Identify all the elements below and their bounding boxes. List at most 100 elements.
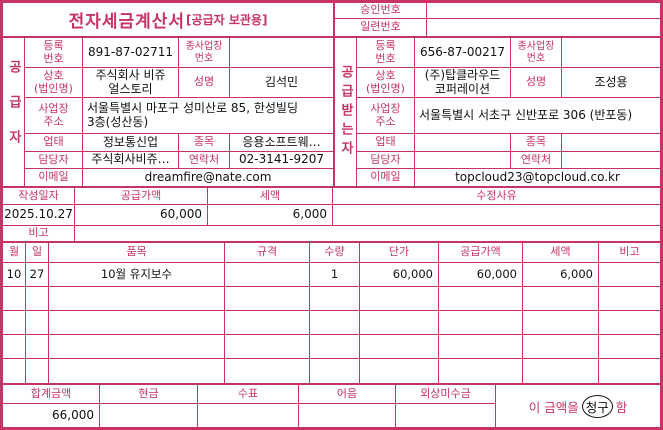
item-row-cell <box>439 311 523 335</box>
item-row-cell <box>439 335 523 359</box>
tax-amount-label: 세액 <box>208 188 333 205</box>
recipient-address-label: 사업장 주소 <box>357 98 415 134</box>
item-row-cell <box>360 335 439 359</box>
recipient-contact-label: 담당자 <box>357 152 415 169</box>
recipient-email-label: 이메일 <box>357 169 415 186</box>
supplier-side-label: 공급자 <box>6 59 21 165</box>
title-sub: [공급자 보관용] <box>186 13 268 27</box>
serial-number-value <box>427 19 660 36</box>
cash-label: 현금 <box>100 385 198 404</box>
parties-section: 공급자 등록 번호 891-87-02711 종사업장 번호 상호 (법인명) … <box>3 38 660 188</box>
item-row-cell <box>225 263 310 287</box>
item-row-cell <box>439 287 523 311</box>
supplier-ceo-value: 김석민 <box>230 68 333 98</box>
item-row-cell <box>599 335 660 359</box>
tax-amount-value: 6,000 <box>208 205 333 226</box>
recipient-subbiz-value <box>562 38 660 68</box>
item-row-cell <box>225 359 310 383</box>
col-header-qty: 수량 <box>310 243 360 263</box>
item-row-cell <box>599 311 660 335</box>
item-row-cell <box>310 311 360 335</box>
issue-date-label: 작성일자 <box>3 188 75 205</box>
recipient-biztype-value <box>415 134 511 152</box>
cash-value <box>100 404 198 427</box>
item-row-cell <box>523 359 599 383</box>
item-row-cell <box>310 287 360 311</box>
recipient-contact-value <box>415 152 511 169</box>
recipient-side-label-cell: 공급받는자 <box>335 38 357 186</box>
recipient-name-label: 상호 (법인명) <box>357 68 415 98</box>
summary-section: 작성일자 공급가액 세액 수정사유 2025.10.27 60,000 6,00… <box>3 188 660 243</box>
supplier-contact-label: 담당자 <box>25 152 83 169</box>
item-row-cell <box>26 287 49 311</box>
approval-number-value <box>427 3 660 19</box>
total-amount-value: 66,000 <box>3 404 100 427</box>
supplier-email-value: dreamfire@nate.com <box>144 169 272 184</box>
recipient-name-value: (주)탑클라우드 코퍼레이션 <box>415 68 511 98</box>
item-row-cell <box>225 311 310 335</box>
billing-statement-suffix: 함 <box>615 399 628 415</box>
item-row-cell: 27 <box>26 263 49 287</box>
supplier-phone-value: 02-3141-9207 <box>230 152 333 169</box>
remarks-label: 비고 <box>3 226 75 241</box>
supplier-email-label: 이메일 <box>25 169 83 186</box>
supply-amount-value: 60,000 <box>75 205 208 226</box>
recipient-phone-label: 연락처 <box>511 152 562 169</box>
item-row-cell <box>599 359 660 383</box>
supplier-biztype-label: 업태 <box>25 134 83 152</box>
supplier-biztype-value: 정보통신업 <box>83 134 179 152</box>
item-row-cell <box>49 287 225 311</box>
item-row-cell: 60,000 <box>360 263 439 287</box>
col-header-tax: 세액 <box>523 243 599 263</box>
recipient-reg-label: 등록 번호 <box>357 38 415 68</box>
total-amount-label: 합계금액 <box>3 385 100 404</box>
item-row-cell <box>523 287 599 311</box>
billing-statement-circled: 청구 <box>581 394 613 418</box>
supplier-side-label-cell: 공급자 <box>3 38 25 186</box>
billing-statement-prefix: 이 금액을 <box>528 399 579 415</box>
col-header-supply-amount: 공급가액 <box>439 243 523 263</box>
supplier-bizitem-label: 종목 <box>179 134 230 152</box>
recipient-subbiz-label: 종사업장 번호 <box>511 38 562 68</box>
item-row-cell: 10월 유지보수 <box>49 263 225 287</box>
item-row-cell <box>26 359 49 383</box>
items-table: 월 일 품목 규격 수량 단가 공급가액 세액 비고 10 27 10월 유지보… <box>3 243 660 385</box>
item-row-cell <box>523 335 599 359</box>
recipient-phone-value <box>562 152 660 169</box>
revision-reason-value <box>333 205 660 226</box>
item-row-cell <box>360 359 439 383</box>
recipient-bizitem-label: 종목 <box>511 134 562 152</box>
page-title: 전자세금계산서 [공급자 보관용] <box>3 3 335 36</box>
item-row-cell <box>3 359 26 383</box>
recipient-email-value: topcloud23@topcloud.co.kr <box>455 169 620 184</box>
supplier-bizitem-value: 응용소프트웨… <box>230 134 333 152</box>
item-row-cell <box>225 335 310 359</box>
item-row-cell <box>439 359 523 383</box>
col-header-spec: 규격 <box>225 243 310 263</box>
supplier-name-value: 주식회사 비쥬 얼스토리 <box>83 68 179 98</box>
supplier-section: 공급자 등록 번호 891-87-02711 종사업장 번호 상호 (법인명) … <box>3 38 335 186</box>
supplier-reg-value: 891-87-02711 <box>83 38 179 68</box>
item-row-cell <box>360 287 439 311</box>
check-value <box>198 404 299 427</box>
item-row-cell: 60,000 <box>439 263 523 287</box>
item-row-cell <box>310 335 360 359</box>
issue-date-value: 2025.10.27 <box>3 205 75 226</box>
item-row-cell: 6,000 <box>523 263 599 287</box>
supplier-ceo-label: 성명 <box>179 68 230 98</box>
recipient-biztype-label: 업태 <box>357 134 415 152</box>
item-row-cell <box>3 335 26 359</box>
item-row-cell <box>360 311 439 335</box>
col-header-month: 월 <box>3 243 26 263</box>
title-row: 전자세금계산서 [공급자 보관용] 승인번호 일련번호 <box>3 3 660 38</box>
item-row-cell <box>3 287 26 311</box>
supplier-name-label: 상호 (법인명) <box>25 68 83 98</box>
totals-section: 합계금액 현금 수표 어음 외상미수금 이 금액을 청구 함 66,000 <box>3 385 660 427</box>
recipient-bizitem-value <box>562 134 660 152</box>
item-row-cell: 10 <box>3 263 26 287</box>
remarks-value <box>75 226 660 241</box>
supplier-address-value: 서울특별시 마포구 성미산로 85, 한성빌딩 3층(성산동) <box>83 98 333 134</box>
item-row-cell <box>599 263 660 287</box>
supplier-phone-label: 연락처 <box>179 152 230 169</box>
